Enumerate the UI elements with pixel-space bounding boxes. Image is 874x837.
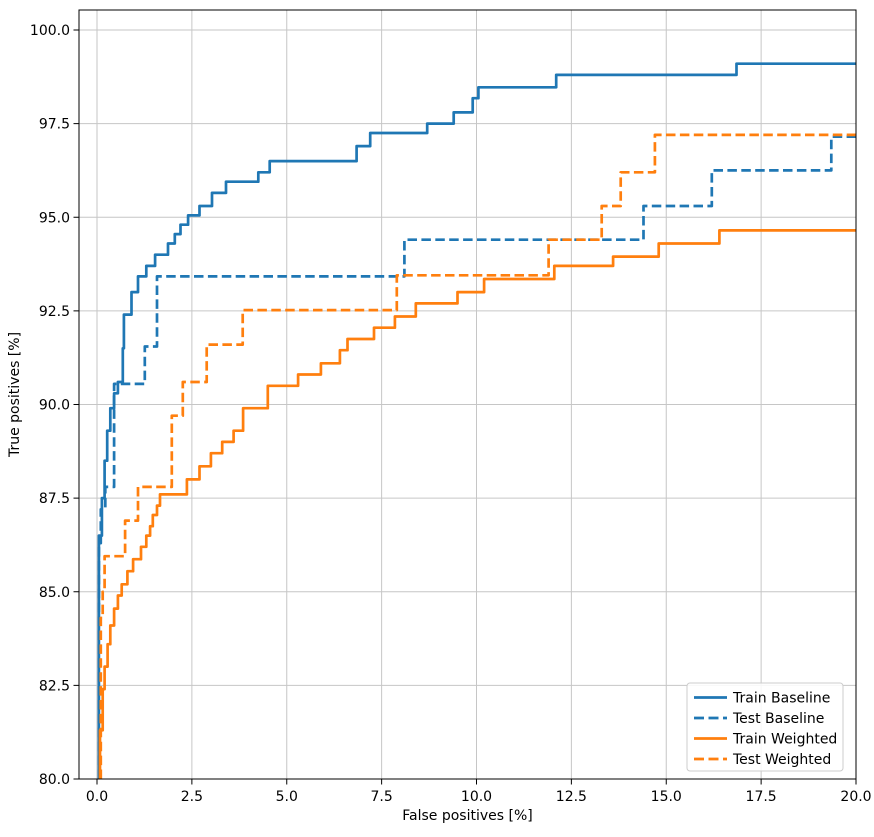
- legend-item-label: Test Baseline: [732, 711, 824, 727]
- y-tick-label: 82.5: [39, 678, 70, 694]
- series-test-weighted: [99, 133, 856, 779]
- y-tick-label: 85.0: [39, 585, 70, 601]
- grid-layer: [79, 10, 857, 780]
- series-test-baseline: [97, 135, 856, 779]
- x-tick-label: 20.0: [840, 789, 871, 805]
- x-tick-label: 7.5: [370, 789, 392, 805]
- y-tick-label: 90.0: [39, 398, 70, 414]
- series-layer: [97, 62, 856, 779]
- y-tick-label: 95.0: [39, 210, 70, 226]
- y-tick-label: 100.0: [30, 23, 70, 39]
- x-tick-label: 5.0: [276, 789, 298, 805]
- legend-item-label: Train Baseline: [732, 691, 830, 707]
- legend-box: [686, 682, 844, 772]
- series-train-weighted: [98, 229, 856, 779]
- plot-border: [78, 9, 857, 780]
- y-tick-label: 80.0: [39, 772, 70, 788]
- series-train-baseline: [97, 62, 856, 779]
- x-tick-label: 0.0: [86, 789, 108, 805]
- x-tick-label: 15.0: [651, 789, 682, 805]
- x-tick-label: 12.5: [556, 789, 587, 805]
- x-tick-label: 10.0: [461, 789, 492, 805]
- y-tick-label: 92.5: [39, 304, 70, 320]
- x-tick-label: 17.5: [746, 789, 777, 805]
- axis-layer: 0.0 2.5 5.0 7.5 10.0 12.5 15.0 17.5 20.0 80.0 82.5…: [30, 9, 872, 805]
- legend: Train Baseline Test Baseline Train Weighte…: [686, 682, 844, 772]
- y-tick-label: 97.5: [39, 117, 70, 133]
- y-tick-label: 87.5: [39, 491, 70, 507]
- y-axis-label: True positives [%]: [7, 332, 23, 458]
- x-tick-label: 2.5: [181, 789, 203, 805]
- legend-item-label: Train Weighted: [732, 732, 837, 748]
- x-axis-label: False positives [%]: [402, 808, 532, 824]
- legend-item-label: Test Weighted: [732, 752, 831, 768]
